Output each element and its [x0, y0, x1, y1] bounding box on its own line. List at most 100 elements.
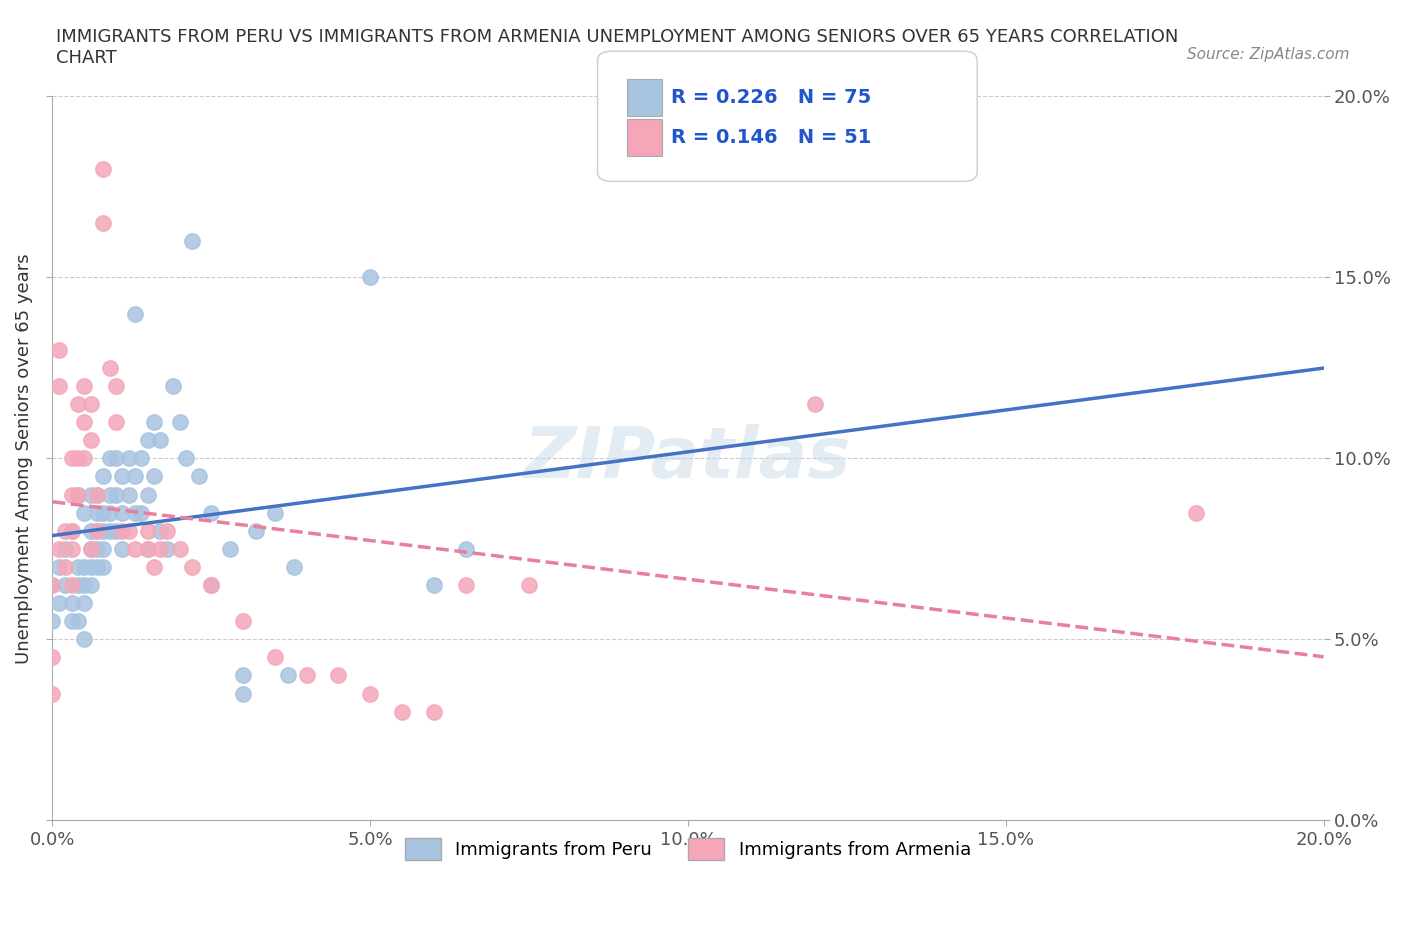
Point: [264, 505, 287, 520]
Point: [48, 541, 70, 556]
Point: [219, 541, 242, 556]
Point: [53, 560, 76, 575]
Point: [73, 451, 96, 466]
Point: [232, 614, 254, 629]
Point: [91, 161, 114, 176]
Point: [124, 306, 146, 321]
Point: [60, 451, 83, 466]
Point: [86, 487, 108, 502]
Point: [136, 524, 159, 538]
Point: [200, 578, 222, 592]
Point: [41, 578, 63, 592]
Point: [105, 524, 128, 538]
Point: [73, 578, 96, 592]
Point: [79, 432, 101, 447]
Point: [66, 560, 89, 575]
Point: [98, 505, 121, 520]
Point: [91, 524, 114, 538]
Point: [79, 396, 101, 411]
Point: [41, 686, 63, 701]
Y-axis label: Unemployment Among Seniors over 65 years: Unemployment Among Seniors over 65 years: [15, 253, 32, 664]
Point: [41, 614, 63, 629]
Point: [98, 451, 121, 466]
Point: [79, 541, 101, 556]
Point: [66, 487, 89, 502]
Point: [111, 541, 134, 556]
Point: [136, 541, 159, 556]
Point: [66, 578, 89, 592]
Point: [1185, 505, 1208, 520]
Point: [232, 668, 254, 683]
Point: [73, 379, 96, 393]
Point: [149, 432, 172, 447]
Point: [149, 541, 172, 556]
Point: [86, 524, 108, 538]
Point: [264, 650, 287, 665]
Point: [48, 595, 70, 610]
Point: [423, 578, 446, 592]
Point: [66, 396, 89, 411]
Point: [66, 614, 89, 629]
Point: [328, 668, 350, 683]
Point: [454, 541, 477, 556]
Point: [105, 415, 128, 430]
Point: [53, 524, 76, 538]
Point: [86, 560, 108, 575]
Text: Source: ZipAtlas.com: Source: ZipAtlas.com: [1187, 46, 1350, 61]
Point: [124, 541, 146, 556]
Point: [41, 650, 63, 665]
Point: [60, 524, 83, 538]
Point: [60, 614, 83, 629]
Point: [111, 505, 134, 520]
Point: [91, 541, 114, 556]
Text: R = 0.226   N = 75: R = 0.226 N = 75: [671, 88, 870, 107]
Point: [105, 487, 128, 502]
Point: [156, 524, 179, 538]
Point: [200, 578, 222, 592]
Point: [118, 451, 141, 466]
Point: [60, 524, 83, 538]
Point: [48, 342, 70, 357]
Point: [60, 578, 83, 592]
Point: [60, 595, 83, 610]
Point: [181, 233, 204, 248]
Point: [124, 505, 146, 520]
Point: [91, 216, 114, 231]
Point: [48, 560, 70, 575]
Point: [359, 686, 381, 701]
Point: [517, 578, 540, 592]
Point: [79, 524, 101, 538]
Point: [804, 396, 827, 411]
Point: [53, 578, 76, 592]
Point: [232, 686, 254, 701]
Point: [73, 595, 96, 610]
Point: [98, 487, 121, 502]
Point: [86, 505, 108, 520]
Point: [86, 524, 108, 538]
Point: [73, 560, 96, 575]
Point: [66, 451, 89, 466]
Point: [118, 524, 141, 538]
Legend: Immigrants from Peru, Immigrants from Armenia: Immigrants from Peru, Immigrants from Ar…: [396, 829, 980, 870]
Point: [60, 487, 83, 502]
Text: ZIPatlas: ZIPatlas: [524, 424, 852, 493]
Point: [73, 505, 96, 520]
Point: [181, 560, 204, 575]
Point: [283, 560, 305, 575]
Point: [91, 560, 114, 575]
Point: [391, 704, 413, 719]
Point: [66, 487, 89, 502]
Point: [60, 541, 83, 556]
Point: [105, 379, 128, 393]
Point: [41, 578, 63, 592]
Point: [187, 469, 209, 484]
Point: [423, 704, 446, 719]
Point: [174, 451, 197, 466]
Point: [143, 560, 166, 575]
Point: [91, 505, 114, 520]
Point: [136, 432, 159, 447]
Point: [295, 668, 318, 683]
Point: [48, 379, 70, 393]
Point: [79, 541, 101, 556]
Point: [169, 415, 191, 430]
